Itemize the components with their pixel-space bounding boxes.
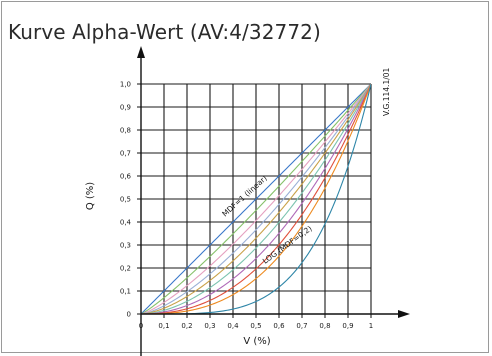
y-tick-label: 0 bbox=[127, 311, 131, 319]
x-tick-label: 0,8 bbox=[319, 322, 330, 330]
y-tick-label: 0,9 bbox=[120, 104, 131, 112]
x-tick-label: 0 bbox=[139, 322, 143, 330]
y-axis-label: Q (%) bbox=[85, 182, 96, 210]
series-line-2 bbox=[141, 84, 371, 314]
y-tick-label: 0,3 bbox=[120, 242, 131, 250]
y-tick-label: 0,5 bbox=[120, 196, 131, 204]
series-line-7 bbox=[141, 84, 371, 314]
x-tick-label: 1 bbox=[369, 322, 373, 330]
x-tick-label: 0,3 bbox=[204, 322, 215, 330]
chart-title: Kurve Alpha-Wert (AV:4/32772) bbox=[8, 20, 321, 44]
y-tick-label: 1,0 bbox=[120, 81, 131, 89]
y-axis-arrow-icon bbox=[137, 46, 145, 58]
annotation-version: V.G.114.1/01 bbox=[382, 67, 391, 116]
y-tick-label: 0,6 bbox=[120, 173, 132, 181]
x-tick-label: 0,2 bbox=[181, 322, 192, 330]
series-line-8 bbox=[141, 84, 371, 314]
x-axis-arrow-icon bbox=[398, 310, 410, 318]
series-line-5 bbox=[141, 84, 371, 314]
x-tick-label: 0,7 bbox=[296, 322, 307, 330]
series-line-1 bbox=[141, 84, 371, 314]
x-axis-label: V (%) bbox=[243, 336, 270, 347]
y-tick-label: 0,8 bbox=[120, 127, 131, 135]
tick-labels: 0 0,1 0,2 0,3 0,4 0,5 0,6 0,7 0,8 0,9 1,0 0 0,1 0,2 0,… bbox=[120, 81, 373, 331]
series-line-3 bbox=[141, 84, 371, 314]
series-line-9 bbox=[141, 84, 371, 314]
y-tick-label: 0,4 bbox=[120, 219, 132, 227]
y-tick-label: 0,2 bbox=[120, 265, 131, 273]
x-tick-label: 0,4 bbox=[227, 322, 239, 330]
series-line-6 bbox=[141, 84, 371, 314]
x-tick-label: 0,5 bbox=[250, 322, 261, 330]
y-tick-label: 0,7 bbox=[120, 150, 131, 158]
annotation-linear: MDF=1 (linear) bbox=[220, 174, 268, 219]
series-line-4 bbox=[141, 84, 371, 314]
axes bbox=[137, 46, 410, 356]
y-tick-label: 0,1 bbox=[120, 288, 131, 296]
x-tick-label: 0,6 bbox=[273, 322, 285, 330]
x-tick-label: 0,9 bbox=[342, 322, 353, 330]
x-tick-label: 0,1 bbox=[158, 322, 169, 330]
